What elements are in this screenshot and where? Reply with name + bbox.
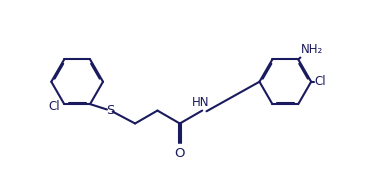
Text: O: O [175,147,185,160]
Text: Cl: Cl [315,75,326,88]
Text: S: S [106,104,114,117]
Text: HN: HN [192,96,209,109]
Text: NH₂: NH₂ [301,43,323,56]
Text: Cl: Cl [48,100,60,113]
